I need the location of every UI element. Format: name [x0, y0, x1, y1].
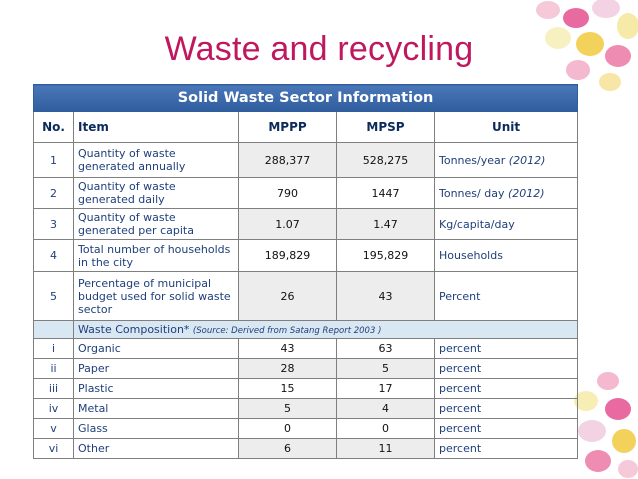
row-item: Other	[73, 438, 239, 459]
row-item: Percentage of municipal budget used for …	[73, 271, 239, 321]
row-item: Organic	[73, 338, 239, 359]
row-mpsp: 17	[336, 378, 435, 399]
row-item: Total number of households in the city	[73, 239, 239, 272]
table-row: v Glass 0 0 percent	[33, 418, 579, 439]
composition-header: Waste Composition* (Source: Derived from…	[72, 320, 579, 339]
row-mppp: 790	[238, 177, 337, 209]
row-mppp: 288,377	[238, 142, 337, 178]
header-item: Item	[73, 111, 239, 143]
row-no: 5	[33, 271, 74, 321]
table-row: 2 Quantity of waste generated daily 790 …	[33, 177, 579, 209]
row-mpsp: 11	[336, 438, 435, 459]
row-unit: percent	[433, 358, 579, 379]
row-item: Quantity of waste generated per capita	[73, 208, 239, 240]
header-unit: Unit	[433, 111, 579, 143]
unit-text: Percent	[439, 289, 481, 303]
table-banner: Solid Waste Sector Information	[32, 84, 579, 112]
row-unit: Tonnes/ day (2012)	[433, 177, 579, 209]
row-unit: Kg/capita/day	[433, 208, 579, 240]
row-no: 4	[33, 239, 74, 272]
row-mppp: 5	[238, 398, 337, 419]
row-mpsp: 1.47	[336, 208, 435, 240]
table-row: 1 Quantity of waste generated annually 2…	[33, 142, 579, 178]
row-mpsp: 4	[336, 398, 435, 419]
candy-eggs-decoration	[574, 372, 638, 478]
row-mpsp: 5	[336, 358, 435, 379]
table-row: 3 Quantity of waste generated per capita…	[33, 208, 579, 240]
header-mppp: MPPP	[238, 111, 337, 143]
composition-label: Waste Composition*	[78, 323, 190, 336]
composition-spacer	[33, 320, 74, 339]
row-mppp: 0	[238, 418, 337, 439]
row-no: i	[33, 338, 74, 359]
row-mppp: 1.07	[238, 208, 337, 240]
row-unit: percent	[433, 378, 579, 399]
row-no: 1	[33, 142, 74, 178]
row-mpsp: 63	[336, 338, 435, 359]
row-unit: Households	[433, 239, 579, 272]
table-row: 4 Total number of households in the city…	[33, 239, 579, 272]
row-mpsp: 43	[336, 271, 435, 321]
table-row: iii Plastic 15 17 percent	[33, 378, 579, 399]
unit-text: Households	[439, 249, 503, 262]
row-mpsp: 528,275	[336, 142, 435, 178]
row-item: Glass	[73, 418, 239, 439]
row-mppp: 15	[238, 378, 337, 399]
row-mpsp: 1447	[336, 177, 435, 209]
row-unit: Tonnes/year (2012)	[433, 142, 579, 178]
unit-text: Kg/capita/day	[439, 217, 515, 231]
row-no: 3	[33, 208, 74, 240]
unit-text: Tonnes/ day	[439, 186, 505, 200]
row-unit: percent	[433, 398, 579, 419]
row-mpsp: 0	[336, 418, 435, 439]
row-item: Quantity of waste generated annually	[73, 142, 239, 178]
row-item: Quantity of waste generated daily	[73, 177, 239, 209]
row-item: Paper	[73, 358, 239, 379]
row-mppp: 6	[238, 438, 337, 459]
row-no: ii	[33, 358, 74, 379]
composition-header-row: Waste Composition* (Source: Derived from…	[33, 320, 579, 339]
page-title: Waste and recycling	[164, 30, 474, 68]
row-unit: Percent	[433, 271, 579, 321]
header-mpsp: MPSP	[336, 111, 435, 143]
row-no: vi	[33, 438, 74, 459]
row-no: iii	[33, 378, 74, 399]
row-item: Metal	[73, 398, 239, 419]
row-unit: percent	[433, 418, 579, 439]
composition-source: (Source: Derived from Satang Report 2003…	[192, 326, 382, 336]
unit-note: (2012)	[507, 186, 545, 200]
row-mppp: 43	[238, 338, 337, 359]
table-row: 5 Percentage of municipal budget used fo…	[33, 271, 579, 321]
row-unit: percent	[433, 438, 579, 459]
solid-waste-table: Solid Waste Sector Information No. Item …	[32, 84, 579, 459]
row-no: 2	[33, 177, 74, 209]
waste-table-container: Solid Waste Sector Information No. Item …	[32, 84, 579, 470]
row-mppp: 189,829	[238, 239, 337, 272]
table-row: vi Other 6 11 percent	[33, 438, 579, 459]
header-no: No.	[33, 111, 74, 143]
unit-text: Tonnes/year	[439, 153, 506, 167]
candy-eggs-decoration	[536, 0, 638, 91]
unit-note: (2012)	[508, 153, 546, 167]
row-item: Plastic	[73, 378, 239, 399]
row-no: iv	[33, 398, 74, 419]
row-mpsp: 195,829	[336, 239, 435, 272]
table-row: ii Paper 28 5 percent	[33, 358, 579, 379]
row-unit: percent	[433, 338, 579, 359]
row-mppp: 26	[238, 271, 337, 321]
table-row: i Organic 43 63 percent	[33, 338, 579, 359]
table-row: iv Metal 5 4 percent	[33, 398, 579, 419]
row-no: v	[33, 418, 74, 439]
row-mppp: 28	[238, 358, 337, 379]
